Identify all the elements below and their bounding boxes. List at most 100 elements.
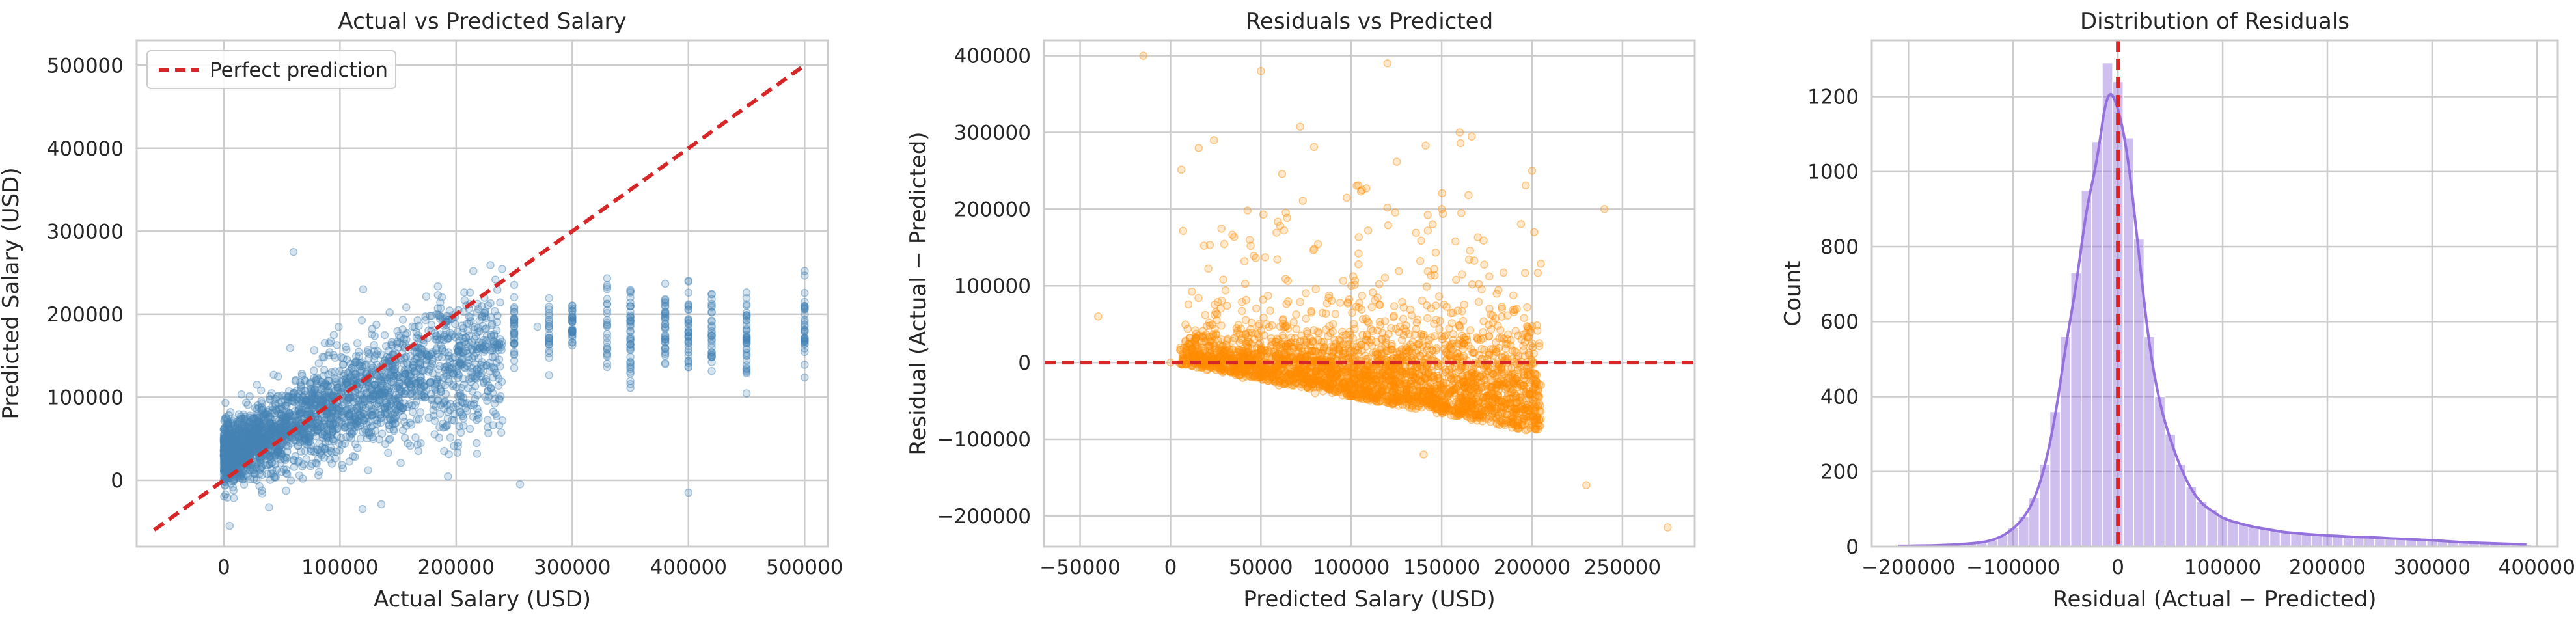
scatter-point	[242, 470, 251, 480]
scatter-point	[220, 492, 228, 501]
scatter-point	[342, 379, 351, 388]
scatter-point	[1423, 211, 1432, 219]
scatter-point	[356, 409, 364, 417]
scatter-point	[475, 327, 484, 336]
y-tick-label: 300000	[47, 220, 124, 243]
scatter-point	[381, 342, 391, 351]
scatter-point	[269, 431, 279, 440]
scatter-point	[359, 394, 368, 403]
scatter-point	[684, 316, 693, 325]
scatter-point	[435, 314, 445, 323]
scatter-point	[364, 346, 372, 355]
scatter-point	[228, 461, 237, 470]
scatter-point	[1380, 317, 1390, 325]
scatter-point	[286, 344, 295, 353]
scatter-point	[342, 342, 350, 351]
scatter-point	[495, 421, 504, 429]
scatter-point	[1375, 301, 1384, 309]
scatter-point	[603, 359, 612, 368]
scatter-point	[232, 444, 241, 453]
scatter-point	[493, 343, 502, 351]
scatter-point	[283, 393, 292, 401]
scatter-point	[331, 447, 340, 456]
scatter-point	[249, 421, 258, 430]
scatter-point	[225, 451, 234, 460]
scatter-point	[684, 277, 693, 286]
scatter-point	[280, 418, 288, 426]
scatter-point	[458, 360, 467, 368]
scatter-point	[220, 415, 229, 424]
scatter-point	[253, 429, 262, 438]
scatter-point	[1458, 270, 1466, 279]
scatter-point	[310, 401, 320, 410]
scatter-point	[626, 383, 635, 392]
scatter-point	[413, 441, 422, 449]
scatter-point	[1451, 275, 1460, 284]
scatter-point	[448, 330, 457, 339]
scatter-point	[492, 326, 501, 335]
scatter-point	[465, 424, 474, 433]
scatter-point	[439, 419, 447, 428]
scatter-point	[345, 457, 354, 466]
scatter-point	[416, 408, 425, 416]
scatter-point	[404, 379, 413, 387]
scatter-point	[234, 444, 243, 453]
scatter-point	[244, 449, 253, 457]
scatter-point	[1219, 275, 1227, 284]
scatter-point	[385, 308, 394, 317]
scatter-point	[310, 346, 318, 355]
scatter-point	[1354, 233, 1363, 241]
scatter-point	[257, 441, 266, 450]
scatter-point	[450, 442, 458, 450]
scatter-point	[312, 373, 322, 382]
scatter-point	[465, 312, 474, 321]
scatter-point	[286, 476, 295, 485]
scatter-point	[437, 353, 446, 362]
scatter-point	[235, 416, 244, 425]
scatter-point	[234, 472, 243, 480]
scatter-point	[449, 369, 458, 377]
scatter-point	[377, 500, 386, 509]
scatter-point	[343, 377, 351, 387]
scatter-point	[347, 364, 356, 373]
scatter-point	[323, 388, 332, 397]
scatter-point	[381, 404, 390, 413]
scatter-point	[221, 443, 230, 452]
scatter-point	[256, 386, 266, 395]
scatter-point	[286, 439, 295, 448]
scatter-point	[1339, 277, 1348, 285]
scatter-point	[349, 392, 357, 401]
scatter-point	[801, 288, 809, 297]
scatter-point	[398, 316, 407, 324]
y-tick-label: 400000	[47, 137, 124, 161]
scatter-point	[402, 387, 410, 396]
scatter-point	[1331, 310, 1340, 318]
scatter-point	[603, 334, 612, 342]
scatter-point	[452, 399, 461, 408]
scatter-point	[265, 453, 273, 461]
scatter-point	[326, 337, 335, 346]
scatter-point	[327, 411, 335, 420]
scatter-point	[236, 452, 244, 461]
scatter-point	[428, 359, 437, 368]
scatter-point	[442, 370, 450, 378]
scatter-point	[241, 448, 250, 457]
scatter-point	[422, 350, 430, 359]
scatter-point	[707, 321, 716, 330]
scatter-point	[396, 459, 405, 467]
scatter-point	[237, 453, 246, 462]
scatter-point	[1302, 314, 1310, 323]
scatter-point	[384, 448, 392, 457]
scatter-point	[493, 318, 501, 327]
scatter-point	[355, 402, 363, 411]
scatter-point	[487, 331, 495, 340]
scatter-point	[433, 282, 443, 291]
scatter-point	[333, 431, 342, 441]
scatter-point	[324, 376, 333, 385]
scatter-point	[228, 431, 237, 440]
scatter-point	[389, 377, 398, 385]
scatter-point	[545, 371, 553, 379]
scatter-point	[411, 355, 420, 364]
scatter-point	[661, 320, 670, 329]
scatter-point	[626, 317, 635, 325]
